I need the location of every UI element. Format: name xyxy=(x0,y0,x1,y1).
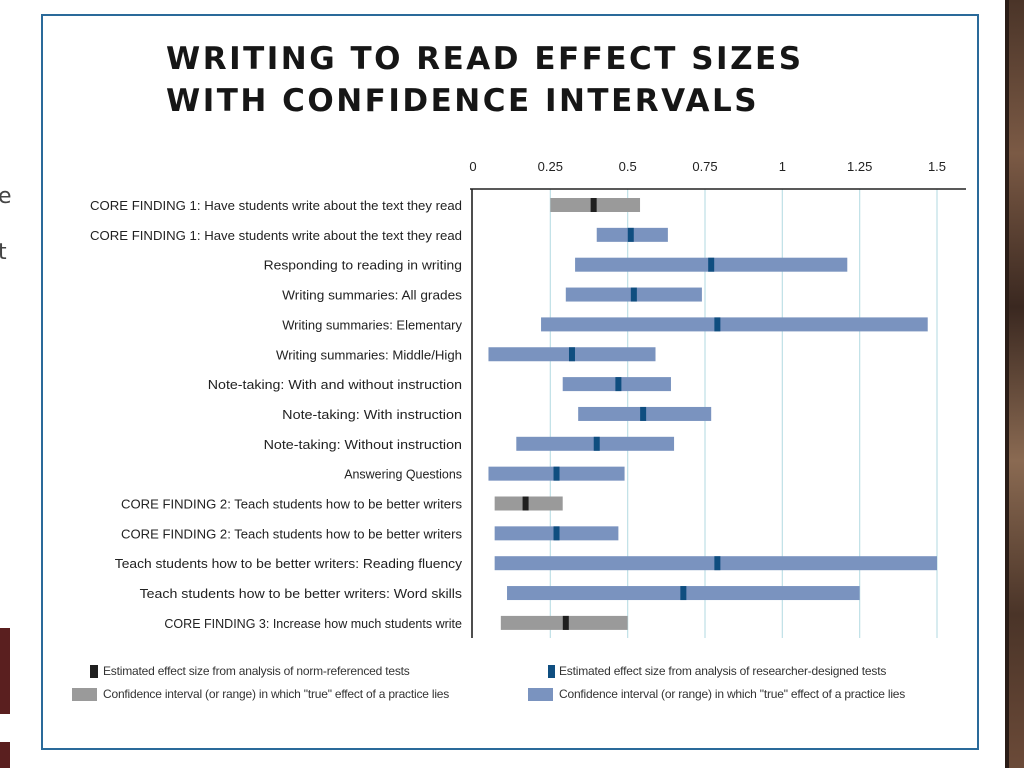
effect-size-marker xyxy=(640,406,647,421)
x-tick-label: 0 xyxy=(469,159,476,174)
row-label: CORE FINDING 3: Increase how much studen… xyxy=(164,616,462,631)
row-label: Teach students how to be better writers:… xyxy=(140,586,463,601)
background-decor-bar xyxy=(0,742,10,768)
chart-title-line-2: WITH CONFIDENCE INTERVALS xyxy=(166,83,760,119)
row-label: Responding to reading in writing xyxy=(264,258,462,273)
effect-size-marker xyxy=(590,198,597,212)
confidence-interval-bar xyxy=(494,496,563,511)
row-label: CORE FINDING 2: Teach students how to be… xyxy=(121,497,462,512)
effect-size-marker xyxy=(553,466,560,481)
effect-size-marker xyxy=(553,526,560,541)
row-label: Writing summaries: Elementary xyxy=(282,317,462,332)
effect-size-marker xyxy=(714,556,721,571)
background-left-strip: e t xyxy=(0,0,28,768)
row-label: Note-taking: With and without instructio… xyxy=(208,377,462,392)
x-tick-label: 0.75 xyxy=(692,159,717,174)
legend-researcher-interval-label: Confidence interval (or range) in which … xyxy=(559,687,906,701)
row-label: CORE FINDING 2: Teach students how to be… xyxy=(121,526,462,541)
background-text-fragment: e xyxy=(0,184,12,209)
background-right-strip xyxy=(1005,0,1024,768)
chart-title: WRITING TO READ EFFECT SIZES WITH CONFID… xyxy=(166,38,804,122)
row-label: Teach students how to be better writers:… xyxy=(115,556,463,571)
effect-size-marker xyxy=(615,377,622,392)
x-tick-label: 1.25 xyxy=(847,159,872,174)
background-decor-bar xyxy=(0,628,10,714)
legend-norm-effect-label: Estimated effect size from analysis of n… xyxy=(103,664,410,678)
row-label: Note-taking: Without instruction xyxy=(264,437,462,452)
row-label: Answering Questions xyxy=(344,467,462,482)
background-text-fragment: t xyxy=(0,240,7,265)
effect-size-marker xyxy=(630,287,637,302)
effect-size-marker xyxy=(562,615,569,630)
effect-size-marker xyxy=(627,227,634,242)
effect-size-marker xyxy=(522,496,529,511)
effect-size-marker xyxy=(680,586,687,601)
row-label: CORE FINDING 1: Have students write abou… xyxy=(90,198,462,213)
confidence-interval-bar xyxy=(541,317,928,332)
legend-researcher-interval-swatch xyxy=(528,688,553,701)
effect-size-marker xyxy=(568,347,575,362)
effect-size-marker xyxy=(708,257,715,272)
legend-norm-effect-swatch xyxy=(90,665,98,678)
legend-researcher-effect-label: Estimated effect size from analysis of r… xyxy=(559,664,887,678)
row-label: CORE FINDING 1: Have students write abou… xyxy=(90,228,462,243)
row-label: Writing summaries: All grades xyxy=(282,288,462,303)
x-tick-label: 1 xyxy=(779,159,786,174)
legend-norm-interval-label: Confidence interval (or range) in which … xyxy=(103,687,450,701)
row-label: Writing summaries: Middle/High xyxy=(276,347,462,362)
effect-size-marker xyxy=(593,436,600,451)
row-label: Note-taking: With instruction xyxy=(282,407,462,422)
x-tick-label: 1.5 xyxy=(928,159,946,174)
x-tick-label: 0.25 xyxy=(538,159,563,174)
effect-size-marker xyxy=(714,317,721,332)
legend-norm-interval-swatch xyxy=(72,688,97,701)
legend-researcher-effect-swatch xyxy=(548,665,555,678)
x-tick-label: 0.5 xyxy=(619,159,637,174)
chart-title-line-1: WRITING TO READ EFFECT SIZES xyxy=(166,41,804,77)
